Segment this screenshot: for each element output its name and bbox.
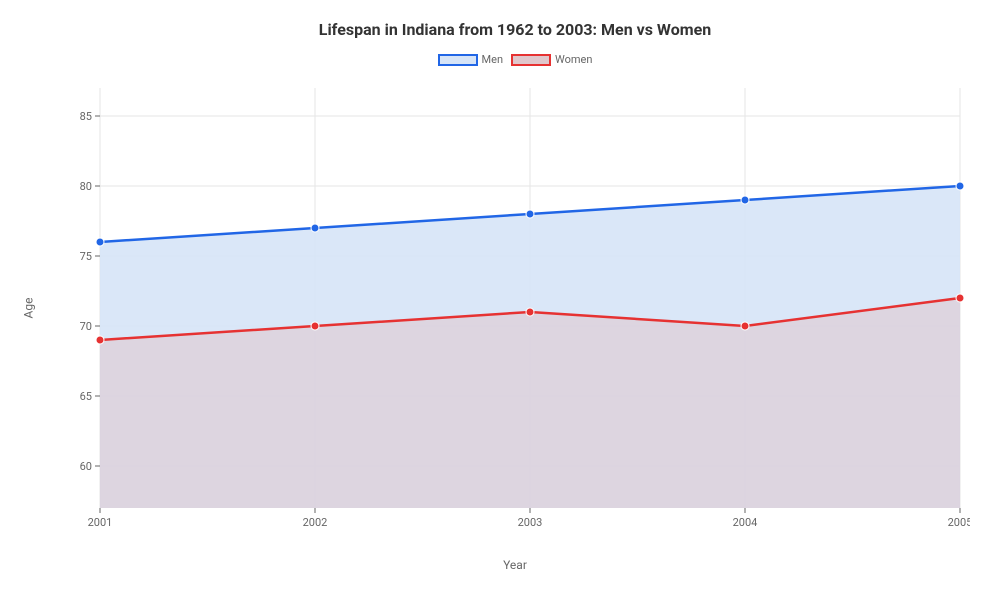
legend: Men Women (60, 53, 970, 66)
legend-item-women[interactable]: Women (511, 53, 592, 66)
y-axis-label: Age (21, 298, 35, 319)
marker-women[interactable] (741, 322, 749, 330)
marker-men[interactable] (526, 210, 534, 218)
chart-title: Lifespan in Indiana from 1962 to 2003: M… (60, 20, 970, 39)
marker-women[interactable] (526, 308, 534, 316)
x-tick-label: 2001 (88, 516, 113, 529)
plot-area: Age Year 6065707580852001200220032004200… (60, 78, 970, 538)
marker-women[interactable] (956, 294, 964, 302)
x-tick-label: 2004 (733, 516, 758, 529)
y-tick-label: 65 (80, 390, 92, 403)
legend-swatch-women (511, 54, 551, 66)
marker-women[interactable] (96, 336, 104, 344)
legend-label-men: Men (482, 53, 504, 66)
legend-label-women: Women (555, 53, 592, 66)
y-tick-label: 70 (80, 320, 92, 333)
marker-men[interactable] (956, 182, 964, 190)
legend-swatch-men (438, 54, 478, 66)
y-tick-label: 85 (80, 110, 92, 123)
y-tick-label: 80 (80, 180, 92, 193)
marker-men[interactable] (311, 224, 319, 232)
legend-item-men[interactable]: Men (438, 53, 504, 66)
y-tick-label: 75 (80, 250, 92, 263)
chart-container: Lifespan in Indiana from 1962 to 2003: M… (0, 0, 1000, 600)
x-tick-label: 2002 (303, 516, 328, 529)
marker-men[interactable] (741, 196, 749, 204)
marker-men[interactable] (96, 238, 104, 246)
marker-women[interactable] (311, 322, 319, 330)
chart-svg: 60 65 70 75 80 85 2001 2002 2003 2004 2005 (60, 78, 970, 538)
y-tick-label: 60 (80, 460, 92, 473)
x-tick-label: 2003 (518, 516, 543, 529)
x-tick-label: 2005 (948, 516, 970, 529)
x-axis-label: Year (503, 558, 527, 572)
